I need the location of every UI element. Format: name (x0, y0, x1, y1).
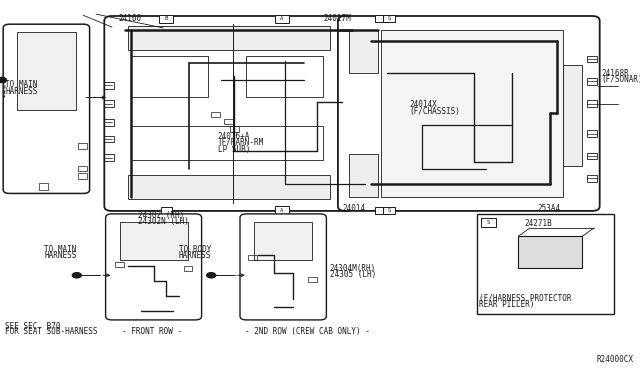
Text: (F/SONAR): (F/SONAR) (602, 75, 640, 84)
Text: 24016+A: 24016+A (218, 132, 250, 141)
Bar (230, 126, 239, 132)
Bar (184, 266, 192, 271)
Text: (F/CHASSIS): (F/CHASSIS) (410, 107, 460, 116)
Bar (308, 277, 317, 282)
Bar (104, 154, 114, 161)
Bar (477, 214, 614, 314)
Text: 24302N (LH): 24302N (LH) (138, 217, 188, 226)
Text: TO BODY: TO BODY (179, 245, 211, 254)
Bar (224, 119, 233, 124)
Text: HARNESS: HARNESS (44, 251, 77, 260)
FancyBboxPatch shape (104, 16, 353, 211)
Text: 24014: 24014 (342, 204, 365, 213)
Bar (587, 130, 597, 137)
Text: HARNESS: HARNESS (5, 87, 38, 96)
Bar (349, 154, 378, 197)
Bar (587, 78, 597, 85)
FancyBboxPatch shape (240, 214, 326, 320)
Bar (587, 56, 597, 62)
Bar (275, 15, 289, 23)
Bar (104, 100, 114, 107)
Bar (381, 30, 563, 197)
Bar (375, 207, 387, 214)
Bar (383, 207, 395, 214)
Text: TO MAIN: TO MAIN (44, 245, 77, 254)
Bar (104, 82, 114, 89)
Bar (246, 56, 323, 97)
Circle shape (72, 273, 81, 278)
Text: S: S (387, 208, 391, 213)
Text: 24168R: 24168R (602, 69, 629, 78)
Text: 24160: 24160 (118, 14, 141, 23)
Text: - FRONT ROW -: - FRONT ROW - (122, 327, 182, 336)
Text: R24000CX: R24000CX (596, 355, 634, 364)
Text: - 2ND ROW (CREW CAB ONLY) -: - 2ND ROW (CREW CAB ONLY) - (244, 327, 370, 336)
Bar (383, 15, 395, 22)
Bar (104, 136, 114, 142)
Bar (78, 166, 87, 171)
Bar (17, 32, 76, 110)
Bar (587, 100, 597, 107)
Text: REAR PILLER): REAR PILLER) (479, 300, 534, 309)
Bar (120, 222, 188, 260)
Bar (349, 30, 378, 73)
Bar (563, 65, 582, 166)
Text: B: B (164, 16, 168, 21)
Bar (587, 175, 597, 182)
FancyBboxPatch shape (3, 24, 90, 193)
Circle shape (0, 77, 6, 83)
Bar (39, 183, 48, 190)
Text: SEE SEC. B70: SEE SEC. B70 (5, 322, 61, 331)
Bar (518, 236, 582, 268)
Text: A: A (280, 208, 284, 213)
Text: FOR SEAT SUB-HARNESS: FOR SEAT SUB-HARNESS (5, 327, 98, 336)
FancyBboxPatch shape (106, 214, 202, 320)
Text: 24271B: 24271B (525, 219, 552, 228)
Text: (F/HARN-RM: (F/HARN-RM (218, 138, 264, 147)
Text: (F/HARNESS PROTECTOR: (F/HARNESS PROTECTOR (479, 294, 572, 303)
Bar (481, 218, 496, 227)
Bar (248, 255, 257, 260)
Bar (131, 126, 323, 160)
Text: TO MAIN: TO MAIN (5, 80, 38, 89)
Bar (161, 207, 172, 214)
Bar (128, 26, 330, 50)
Bar (375, 15, 387, 22)
Text: LP SUB): LP SUB) (218, 145, 250, 154)
Bar (78, 173, 87, 179)
Text: 24302 (RH): 24302 (RH) (138, 211, 184, 220)
Bar (131, 56, 208, 97)
Bar (159, 15, 173, 23)
Text: 24304M(RH): 24304M(RH) (330, 264, 376, 273)
Text: 24305 (LH): 24305 (LH) (330, 270, 376, 279)
Bar (78, 143, 87, 149)
Bar (275, 206, 289, 214)
Bar (211, 112, 220, 117)
Bar (587, 153, 597, 159)
Text: A: A (280, 16, 284, 21)
Bar (115, 262, 124, 267)
Bar (104, 119, 114, 126)
Bar (254, 222, 312, 260)
Circle shape (207, 273, 216, 278)
Text: S: S (387, 16, 391, 21)
Bar (128, 175, 330, 199)
Text: HARNESS: HARNESS (179, 251, 211, 260)
Text: S: S (486, 219, 490, 225)
Text: 24017M: 24017M (323, 14, 351, 23)
Text: 24014X: 24014X (410, 100, 437, 109)
FancyBboxPatch shape (338, 16, 600, 211)
Text: 253A4: 253A4 (538, 204, 561, 213)
